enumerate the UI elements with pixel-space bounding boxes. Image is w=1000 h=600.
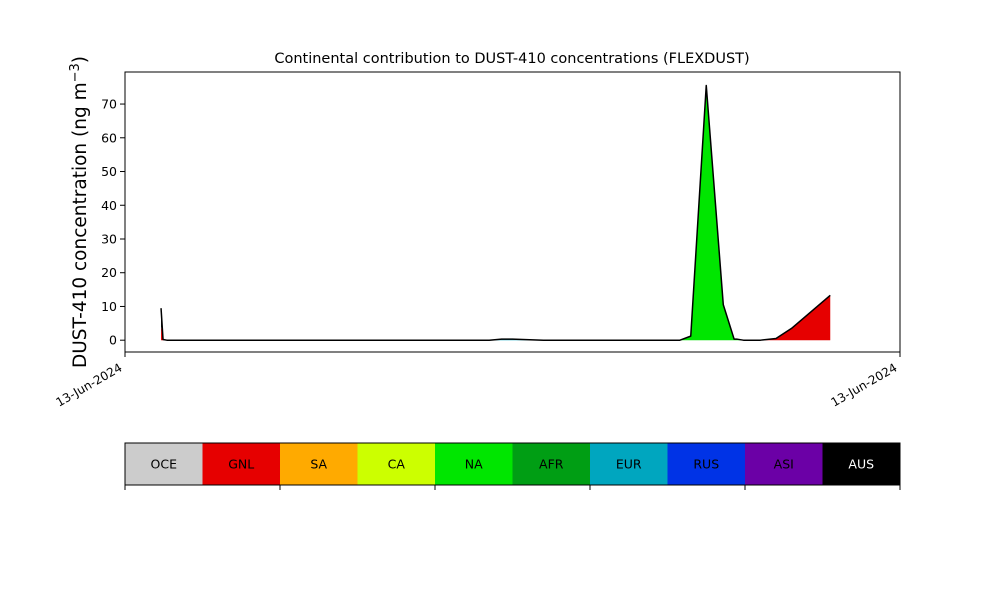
total-outline-layer — [160, 84, 831, 341]
legend-label-sa: SA — [310, 457, 327, 472]
y-tick-label-20: 20 — [101, 265, 117, 280]
y-tick-label-40: 40 — [101, 198, 117, 213]
y-tick-label-60: 60 — [101, 130, 117, 145]
color-legend: OCE GNL SA CA NA AFR EUR RUS ASI AUS — [124, 442, 901, 490]
area-aus — [161, 85, 831, 341]
y-tick-label-70: 70 — [101, 97, 117, 112]
legend-swatch-afr — [512, 443, 591, 485]
x-tick-label-right: 13-Jun-2024 — [829, 360, 900, 409]
legend-swatch-oce — [125, 443, 203, 485]
legend-swatch-na — [435, 443, 513, 485]
y-axis-label: DUST-410 concentration (ng m−3) — [68, 56, 91, 368]
legend-label-rus: RUS — [693, 457, 719, 472]
stacked-area-layer — [161, 85, 831, 341]
legend-label-afr: AFR — [539, 457, 564, 472]
legend-swatch-ca — [357, 443, 436, 485]
legend-label-aus: AUS — [848, 457, 874, 472]
legend-swatch-eur — [590, 443, 668, 485]
legend-label-asi: ASI — [774, 457, 794, 472]
legend-frame — [124, 442, 901, 486]
area-na — [161, 85, 831, 341]
chart-title: Continental contribution to DUST-410 con… — [274, 51, 749, 67]
y-tick-label-10: 10 — [101, 299, 117, 314]
area-eur — [161, 85, 831, 341]
legend-label-gnl: GNL — [228, 457, 254, 472]
y-tick-label-30: 30 — [101, 231, 117, 246]
legend-label-ca: CA — [388, 457, 406, 472]
legend-swatch-asi — [745, 443, 823, 485]
legend-label-na: NA — [465, 457, 483, 472]
total-outline — [160, 84, 831, 341]
plot-frame — [124, 71, 901, 353]
legend-label-eur: EUR — [616, 457, 642, 472]
y-tick-label-0: 0 — [109, 333, 117, 348]
legend-swatch-aus — [822, 443, 901, 485]
legend-swatch-rus — [667, 443, 746, 485]
legend-swatch-gnl — [202, 443, 281, 485]
y-axis: 0 10 20 30 40 50 60 70 — [101, 97, 125, 348]
legend-label-oce: OCE — [151, 457, 178, 472]
legend-swatch-sa — [280, 443, 358, 485]
y-tick-label-50: 50 — [101, 164, 117, 179]
